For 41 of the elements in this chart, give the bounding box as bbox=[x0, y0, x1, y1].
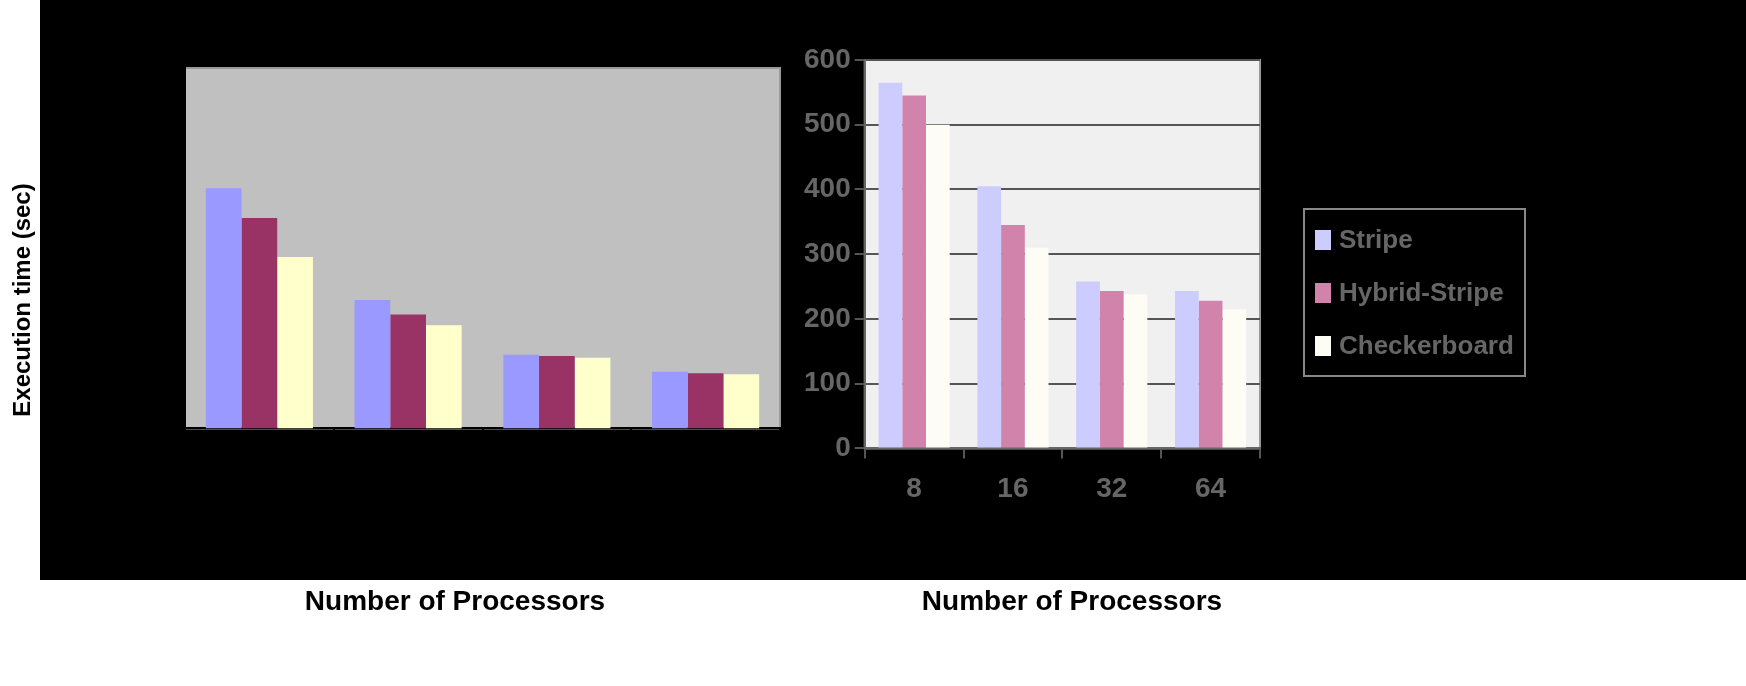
bar bbox=[652, 371, 688, 429]
bar bbox=[977, 186, 1002, 448]
bar bbox=[539, 356, 575, 429]
bar bbox=[503, 354, 540, 429]
bar bbox=[1123, 294, 1148, 448]
bar bbox=[1175, 291, 1199, 448]
x-tick-label: 64 bbox=[1195, 471, 1227, 503]
y-tick-label: 200 bbox=[804, 301, 851, 333]
bar bbox=[574, 357, 611, 429]
y-tick-label: 300 bbox=[804, 236, 851, 268]
bar bbox=[1198, 300, 1223, 448]
x-tick-label: 16 bbox=[997, 471, 1029, 503]
y-tick-label: 0 bbox=[835, 431, 851, 463]
y-tick-label: 500 bbox=[804, 107, 851, 139]
bar bbox=[277, 257, 313, 429]
bar bbox=[687, 373, 724, 429]
y-tick-label: 600 bbox=[804, 42, 851, 74]
legend-label: Checkerboard bbox=[1339, 330, 1514, 361]
bar bbox=[1024, 247, 1049, 448]
bar bbox=[1222, 309, 1247, 448]
bar bbox=[723, 374, 760, 429]
bar bbox=[390, 314, 426, 429]
bar bbox=[241, 217, 278, 429]
bar bbox=[354, 300, 391, 429]
bar bbox=[205, 188, 242, 429]
x-tick-label: 8 bbox=[906, 471, 922, 503]
y-tick-label: 400 bbox=[804, 172, 851, 204]
legend-label: Stripe bbox=[1339, 224, 1413, 255]
bar bbox=[425, 325, 462, 429]
x-tick-label: 32 bbox=[1096, 471, 1128, 503]
bar bbox=[1099, 291, 1124, 448]
bar bbox=[902, 95, 926, 448]
x-axis-title: Number of Processors bbox=[921, 585, 1223, 617]
bar bbox=[1001, 225, 1025, 448]
x-axis-title: Number of Processors bbox=[304, 585, 606, 617]
bar bbox=[1076, 281, 1100, 448]
y-axis-title: Execution time (sec) bbox=[8, 183, 36, 417]
y-tick-label: 100 bbox=[804, 366, 851, 398]
legend-label: Hybrid-Stripe bbox=[1339, 277, 1504, 308]
bar bbox=[878, 82, 903, 448]
bar bbox=[925, 124, 950, 448]
